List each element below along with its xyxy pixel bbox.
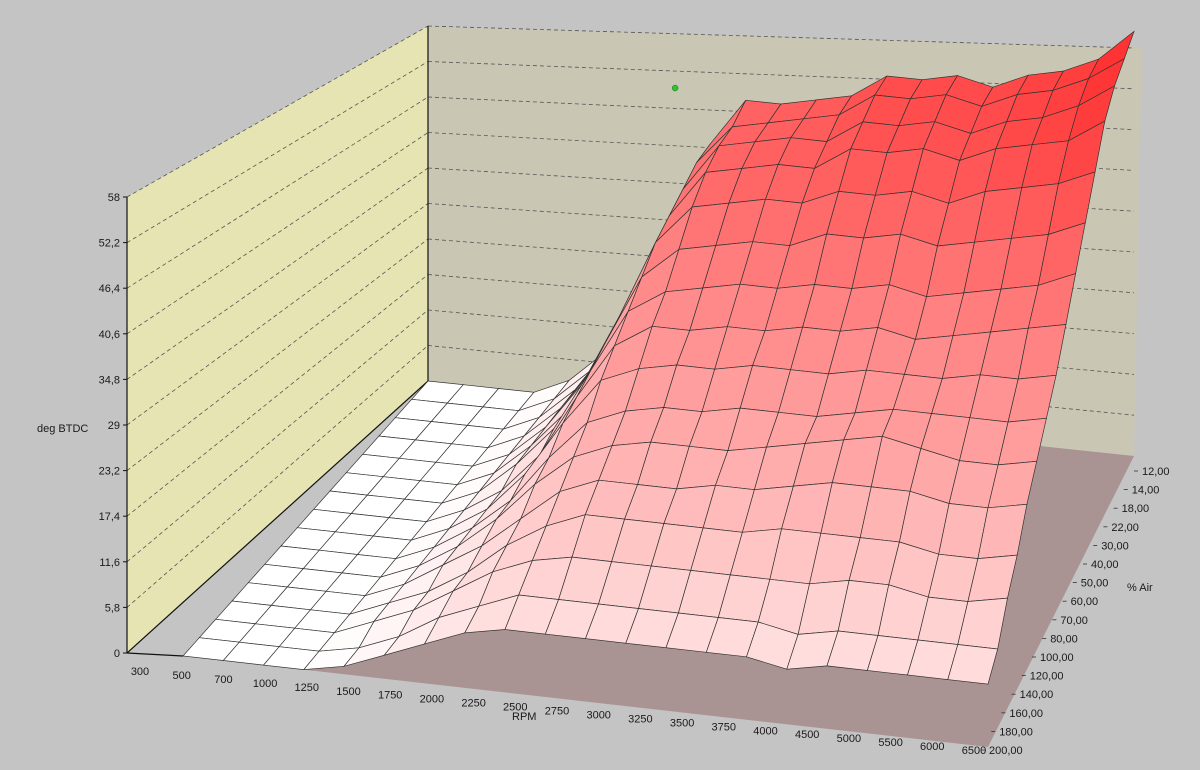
rpm-tick-label: 1000 bbox=[253, 678, 277, 690]
left-wall-gridline bbox=[126, 203, 429, 426]
left-wall-gridline bbox=[126, 61, 429, 243]
air-tick-label: 180,00 bbox=[999, 726, 1033, 738]
air-tick-label: 12,00 bbox=[1142, 466, 1170, 478]
air-axis-ticks: 12,00 14,00 18,00 22,00 30,00 40,00 50,00 60,00… bbox=[981, 466, 1170, 757]
z-tick-label: 58 bbox=[108, 192, 120, 204]
z-axis-ticks: 0 5,8 11,6 17,4 23,2 29 34,8 40,6 46,4 52,2 58 bbox=[99, 192, 127, 660]
rpm-tick-label: 4000 bbox=[753, 725, 777, 737]
air-tick-label: 18,00 bbox=[1122, 503, 1150, 515]
air-tick-label: 100,00 bbox=[1040, 652, 1074, 664]
left-wall-gridline bbox=[126, 309, 429, 563]
rpm-tick-label: 1500 bbox=[336, 686, 360, 698]
air-tick-label: 80,00 bbox=[1050, 633, 1078, 645]
back-wall-gridline bbox=[427, 25, 1135, 49]
rpm-axis-ticks: 300 500 700 1000 1250 1500 1750 2000 2250 2500 275… bbox=[131, 666, 986, 757]
air-tick-label: 60,00 bbox=[1071, 596, 1099, 608]
air-tick-label: 30,00 bbox=[1101, 540, 1129, 552]
rpm-tick-label: 2000 bbox=[420, 694, 444, 706]
z-tick-label: 46,4 bbox=[99, 283, 120, 295]
rpm-tick-label: 2750 bbox=[545, 706, 569, 718]
left-wall-gridline bbox=[126, 345, 429, 608]
z-tick-label: 17,4 bbox=[99, 511, 120, 523]
z-tick-label: 40,6 bbox=[99, 329, 120, 341]
z-tick-label: 52,2 bbox=[99, 238, 120, 250]
rpm-tick-label: 1250 bbox=[295, 682, 319, 694]
rpm-tick-label: 6000 bbox=[920, 741, 944, 753]
air-tick-label: 50,00 bbox=[1081, 578, 1109, 590]
rpm-tick-label: 500 bbox=[173, 670, 191, 682]
rpm-tick-label: 1750 bbox=[378, 690, 402, 702]
air-tick-label: 120,00 bbox=[1030, 671, 1064, 683]
z-tick-label: 0 bbox=[114, 648, 120, 660]
air-tick-label: 14,00 bbox=[1132, 485, 1160, 497]
air-tick-label: 40,00 bbox=[1091, 559, 1119, 571]
air-tick-label: 70,00 bbox=[1060, 615, 1088, 627]
rpm-tick-label: 2500 bbox=[503, 702, 527, 714]
rpm-tick-label: 3250 bbox=[628, 713, 652, 725]
left-wall-gridline bbox=[126, 167, 429, 380]
rpm-tick-label: 5000 bbox=[837, 733, 861, 745]
z-tick-label: 23,2 bbox=[99, 466, 120, 478]
air-tick-label: 22,00 bbox=[1111, 522, 1139, 534]
air-tick-label: 140,00 bbox=[1020, 689, 1054, 701]
air-tick-label: 200,00 bbox=[989, 745, 1023, 757]
left-floor-edge bbox=[126, 380, 429, 654]
rpm-tick-label: 3750 bbox=[712, 721, 736, 733]
z-tick-label: 34,8 bbox=[99, 374, 120, 386]
left-wall-gridline bbox=[126, 132, 429, 335]
rpm-tick-label: 5500 bbox=[878, 737, 902, 749]
current-point-marker bbox=[671, 84, 679, 92]
z-axis-title: deg BTDC bbox=[37, 423, 88, 435]
marker-layer bbox=[671, 84, 679, 92]
left-back-wall bbox=[127, 26, 428, 653]
left-wall-gridline bbox=[126, 238, 429, 471]
surface-cell bbox=[947, 644, 999, 685]
z-tick-label: 11,6 bbox=[99, 557, 120, 569]
z-tick-label: 5,8 bbox=[105, 602, 120, 614]
rpm-tick-label: 3000 bbox=[586, 709, 610, 721]
rpm-tick-label: 700 bbox=[214, 674, 232, 686]
rpm-tick-label: 4500 bbox=[795, 729, 819, 741]
surface-mesh bbox=[182, 30, 1135, 685]
left-wall-gridline bbox=[126, 274, 429, 517]
rpm-tick-label: 3500 bbox=[670, 717, 694, 729]
rpm-tick-label: 2250 bbox=[461, 698, 485, 710]
z-tick-label: 29 bbox=[108, 420, 120, 432]
front-left-edge bbox=[126, 652, 184, 657]
x-axis-title: RPM bbox=[512, 711, 536, 723]
rpm-tick-label: 300 bbox=[131, 666, 149, 678]
left-wall-gridline bbox=[126, 25, 429, 198]
rpm-tick-label: 6500 bbox=[962, 745, 986, 757]
y-axis-title: % Air bbox=[1127, 582, 1153, 594]
air-tick-label: 160,00 bbox=[1009, 708, 1043, 720]
left-wall-gridline bbox=[126, 96, 429, 289]
